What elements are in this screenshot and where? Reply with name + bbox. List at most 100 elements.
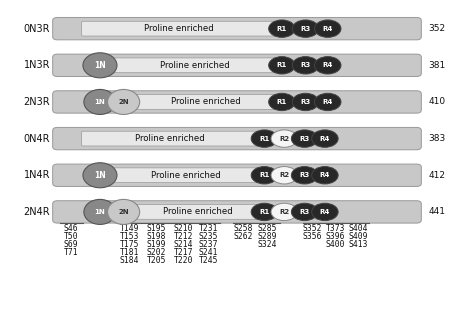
Text: 0N4R: 0N4R <box>24 134 50 144</box>
Text: S237: S237 <box>199 240 219 249</box>
Text: R1: R1 <box>259 172 270 178</box>
Text: 1N: 1N <box>95 99 105 105</box>
FancyBboxPatch shape <box>57 22 417 35</box>
Text: S195: S195 <box>147 224 166 233</box>
Text: S413: S413 <box>348 240 368 249</box>
Circle shape <box>271 203 298 221</box>
Text: 383: 383 <box>428 134 446 143</box>
Text: R3: R3 <box>300 136 310 142</box>
Text: 1N3R: 1N3R <box>24 60 50 70</box>
Text: S202: S202 <box>147 248 166 257</box>
Text: S285: S285 <box>257 224 276 233</box>
Circle shape <box>315 93 341 111</box>
Text: S404: S404 <box>348 224 368 233</box>
FancyBboxPatch shape <box>112 58 277 73</box>
FancyBboxPatch shape <box>136 205 259 219</box>
Text: 1N4R: 1N4R <box>24 170 50 180</box>
Text: Proline enriched: Proline enriched <box>172 97 241 106</box>
Text: S198: S198 <box>147 232 166 241</box>
Text: S352: S352 <box>303 224 322 233</box>
Circle shape <box>315 56 341 74</box>
Text: T71: T71 <box>64 248 78 257</box>
Text: S69: S69 <box>64 240 78 249</box>
Ellipse shape <box>83 53 117 78</box>
FancyBboxPatch shape <box>53 127 421 150</box>
Text: S258: S258 <box>233 224 253 233</box>
FancyBboxPatch shape <box>57 206 417 218</box>
Ellipse shape <box>108 90 140 115</box>
Circle shape <box>312 130 338 147</box>
FancyBboxPatch shape <box>57 132 417 145</box>
Text: 2N4R: 2N4R <box>24 207 50 217</box>
Ellipse shape <box>83 163 117 188</box>
Circle shape <box>269 20 295 37</box>
Text: S324: S324 <box>257 240 276 249</box>
Text: S262: S262 <box>233 232 253 241</box>
Text: T175: T175 <box>119 240 139 249</box>
Text: T231: T231 <box>199 224 219 233</box>
Text: 2N3R: 2N3R <box>24 97 50 107</box>
Text: T217: T217 <box>173 248 193 257</box>
Circle shape <box>315 20 341 37</box>
Text: S214: S214 <box>173 240 193 249</box>
Text: R4: R4 <box>320 209 330 215</box>
Text: S396: S396 <box>326 232 345 241</box>
Text: T245: T245 <box>199 256 219 265</box>
Text: 2N: 2N <box>118 209 129 215</box>
Text: R2: R2 <box>279 209 289 215</box>
Ellipse shape <box>84 90 116 115</box>
Text: Proline enriched: Proline enriched <box>160 61 229 70</box>
Text: T181: T181 <box>119 248 139 257</box>
Text: R1: R1 <box>277 62 287 68</box>
Circle shape <box>269 93 295 111</box>
Text: R1: R1 <box>277 26 287 32</box>
Circle shape <box>292 130 318 147</box>
Text: S235: S235 <box>199 232 219 241</box>
Text: R3: R3 <box>300 209 310 215</box>
Text: S400: S400 <box>326 240 345 249</box>
Text: T50: T50 <box>64 232 78 241</box>
Text: R3: R3 <box>301 99 310 105</box>
Text: Proline enriched: Proline enriched <box>151 171 220 180</box>
Circle shape <box>269 56 295 74</box>
Text: T149: T149 <box>119 224 139 233</box>
Circle shape <box>292 167 318 184</box>
Text: S356: S356 <box>303 232 322 241</box>
Circle shape <box>312 203 338 221</box>
Text: 410: 410 <box>428 97 446 106</box>
FancyBboxPatch shape <box>53 17 421 40</box>
Text: S241: S241 <box>199 248 219 257</box>
Circle shape <box>312 167 338 184</box>
Text: 352: 352 <box>428 24 446 33</box>
Text: T205: T205 <box>147 256 166 265</box>
Text: R2: R2 <box>279 172 289 178</box>
Text: S409: S409 <box>348 232 368 241</box>
Text: R3: R3 <box>300 172 310 178</box>
Text: T373: T373 <box>326 224 345 233</box>
FancyBboxPatch shape <box>82 21 277 36</box>
Text: 412: 412 <box>428 171 446 180</box>
FancyBboxPatch shape <box>57 59 417 72</box>
Circle shape <box>292 20 319 37</box>
Text: 0N3R: 0N3R <box>24 24 50 34</box>
FancyBboxPatch shape <box>57 95 417 108</box>
Text: S289: S289 <box>257 232 276 241</box>
Text: T153: T153 <box>119 232 139 241</box>
Text: R4: R4 <box>320 136 330 142</box>
FancyBboxPatch shape <box>53 54 421 76</box>
Circle shape <box>251 167 278 184</box>
Circle shape <box>271 167 298 184</box>
Text: R2: R2 <box>279 136 289 142</box>
Text: R3: R3 <box>301 26 310 32</box>
FancyBboxPatch shape <box>82 131 259 146</box>
Text: 2N: 2N <box>118 99 129 105</box>
Circle shape <box>292 203 318 221</box>
FancyBboxPatch shape <box>53 91 421 113</box>
Text: S46: S46 <box>64 224 78 233</box>
Circle shape <box>292 93 319 111</box>
FancyBboxPatch shape <box>136 95 277 109</box>
Circle shape <box>251 130 278 147</box>
Circle shape <box>251 203 278 221</box>
Text: Proline enriched: Proline enriched <box>144 24 214 33</box>
Ellipse shape <box>84 199 116 224</box>
